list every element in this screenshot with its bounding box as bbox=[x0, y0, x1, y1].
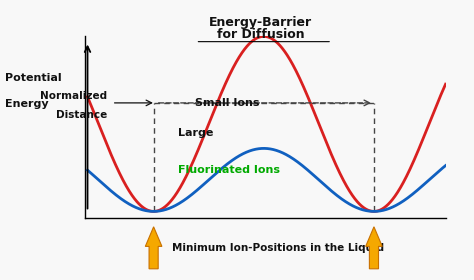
Text: Small Ions: Small Ions bbox=[195, 98, 260, 108]
Text: Fluorinated Ions: Fluorinated Ions bbox=[178, 165, 280, 176]
Text: Distance: Distance bbox=[56, 110, 107, 120]
Text: Normalized: Normalized bbox=[40, 91, 107, 101]
Text: Minimum Ion-Positions in the Liquid: Minimum Ion-Positions in the Liquid bbox=[172, 243, 384, 253]
Text: Large: Large bbox=[178, 128, 213, 138]
Text: Energy: Energy bbox=[5, 99, 48, 109]
Text: Potential: Potential bbox=[5, 73, 61, 83]
Text: Energy-Barrier: Energy-Barrier bbox=[209, 17, 312, 29]
Text: for Diffusion: for Diffusion bbox=[217, 28, 304, 41]
